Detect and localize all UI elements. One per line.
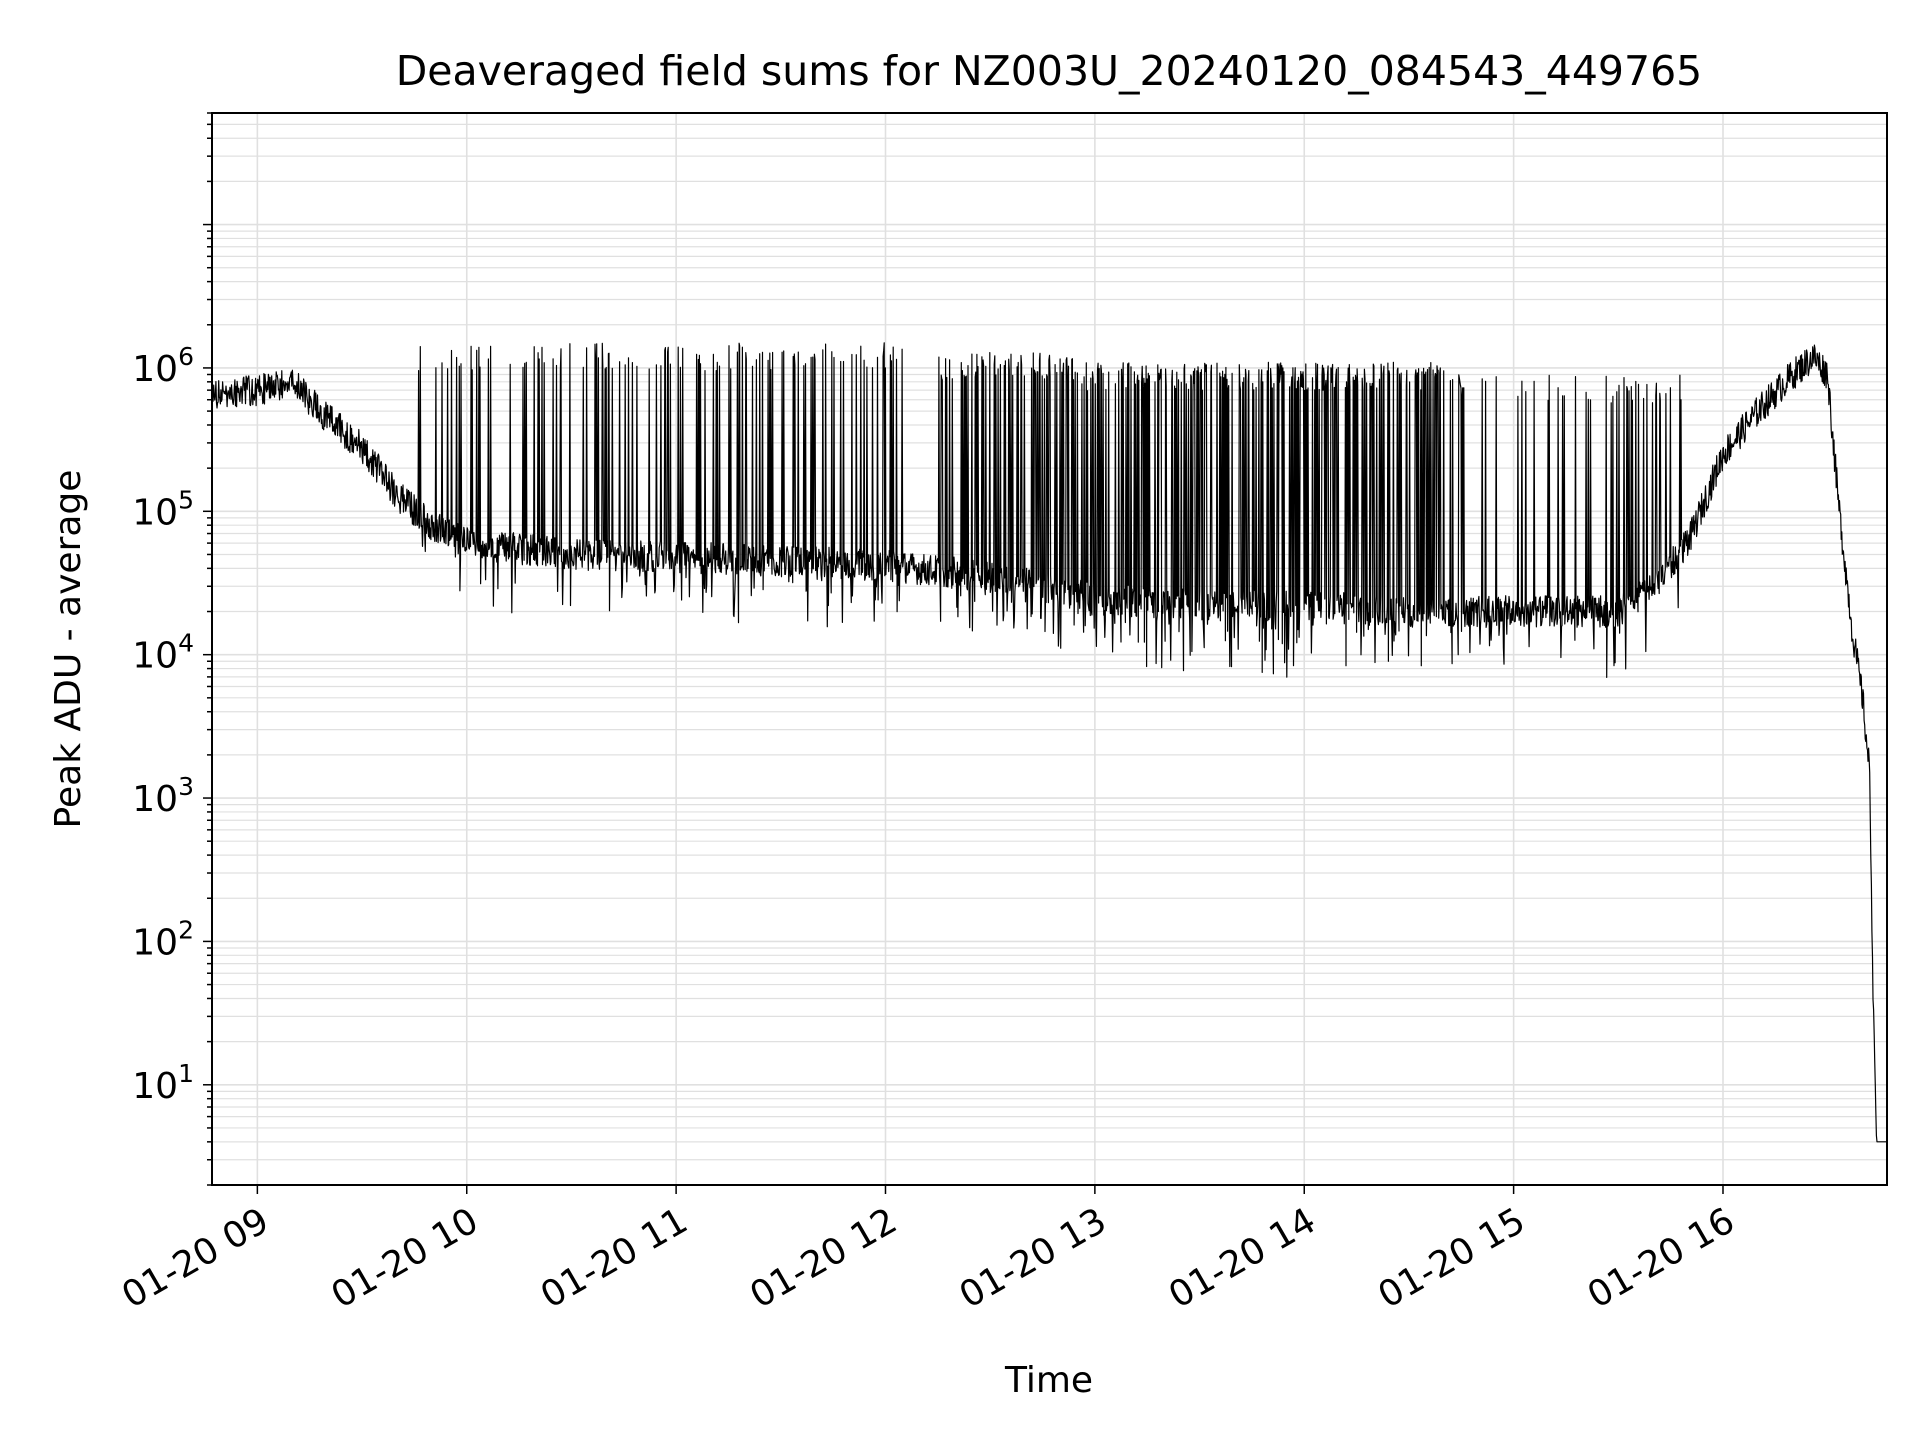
x-tick-label: 01-20 10 (325, 1200, 486, 1316)
x-axis-label: Time (1004, 1360, 1093, 1401)
x-tick-label: 01-20 09 (115, 1200, 276, 1316)
y-axis: 101 102 103 104 105 106 (132, 112, 212, 1186)
x-tick-label: 01-20 16 (1581, 1200, 1742, 1316)
y-tick-label: 101 (132, 1059, 194, 1107)
y-tick-label: 103 (132, 772, 194, 820)
x-tick-label: 01-20 12 (743, 1200, 904, 1316)
grid (212, 112, 1887, 1186)
series-path (211, 342, 1887, 1143)
y-axis-label: Peak ADU - average (48, 470, 89, 829)
y-tick-label: 104 (132, 629, 194, 677)
y-tick-label: 105 (132, 485, 194, 533)
x-tick-label: 01-20 13 (953, 1200, 1114, 1316)
x-axis: 01-20 09 01-20 10 01-20 11 01-20 12 01-20 13… (115, 1185, 1741, 1317)
x-tick-label: 01-20 11 (534, 1200, 695, 1316)
x-tick-label: 01-20 15 (1371, 1200, 1532, 1316)
plot-frame (211, 112, 1888, 1186)
y-tick-label: 102 (132, 915, 194, 963)
x-tick-label: 01-20 14 (1162, 1200, 1323, 1316)
y-tick-label: 106 (132, 342, 194, 390)
chart-title: Deaveraged field sums for NZ003U_2024012… (396, 47, 1703, 95)
series-line (211, 342, 1887, 1143)
